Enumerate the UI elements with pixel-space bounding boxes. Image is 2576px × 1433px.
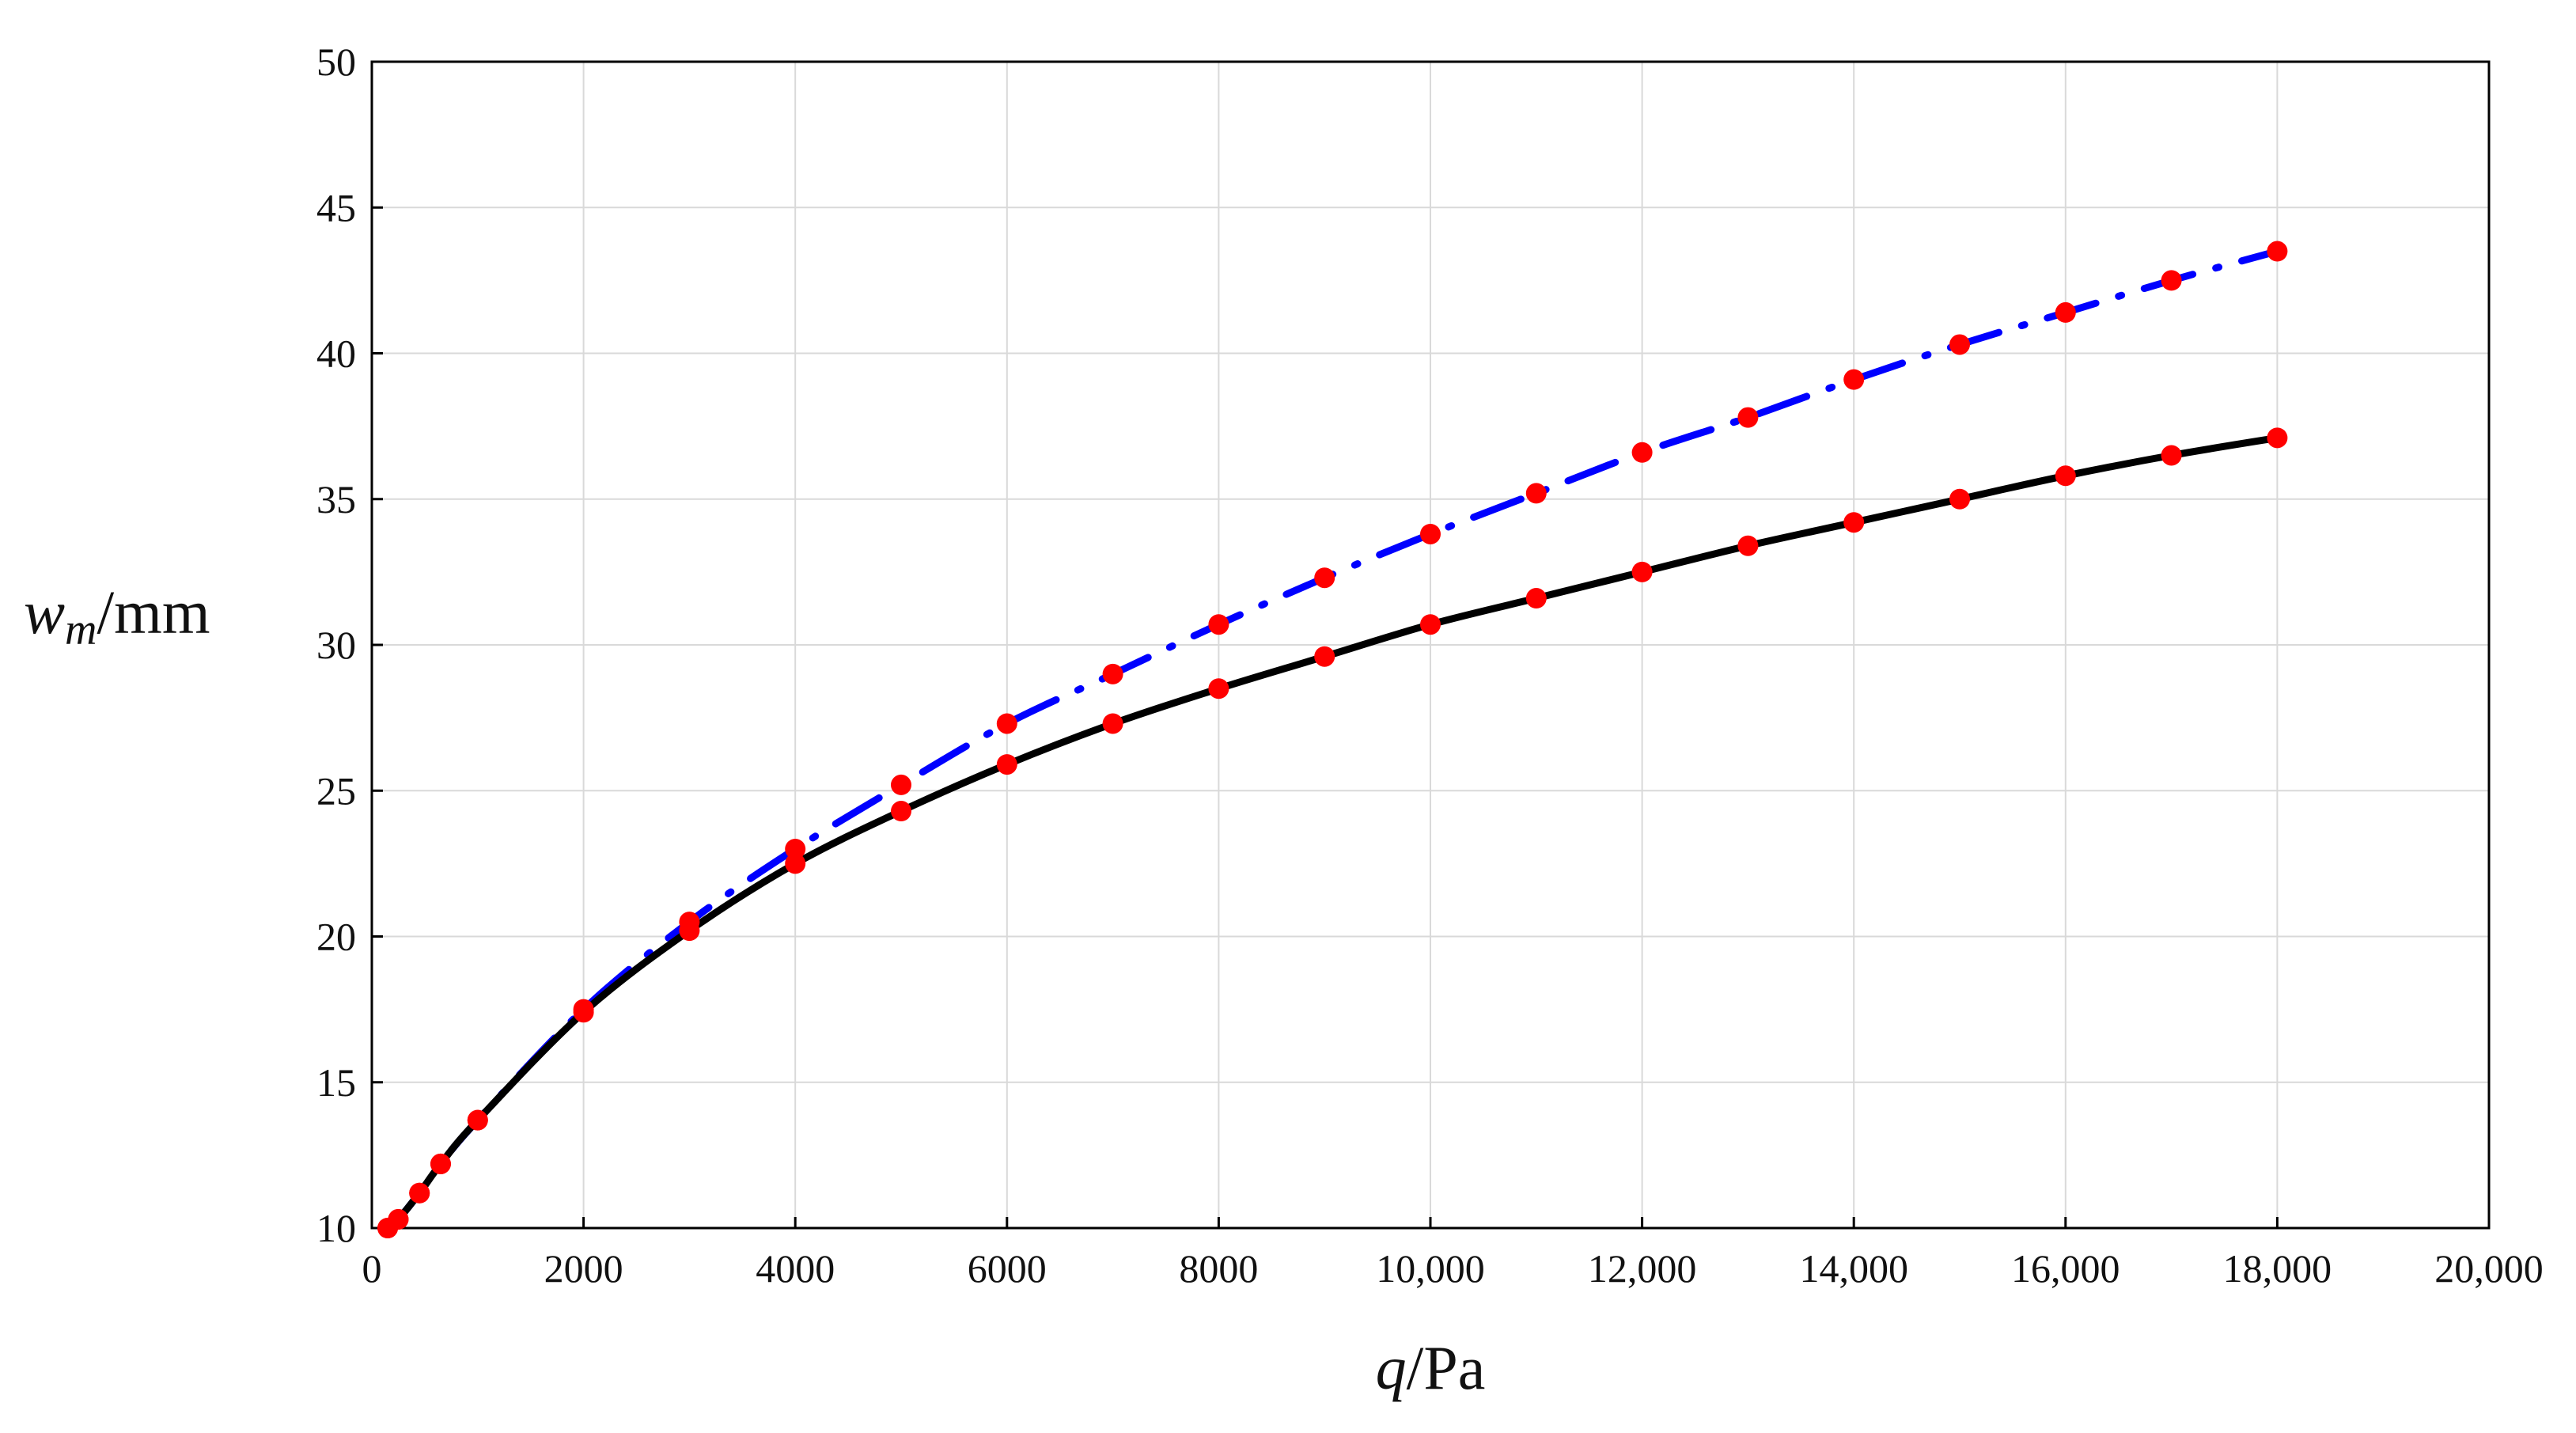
- data-point-marker: [1949, 488, 1970, 510]
- series-markers: [377, 241, 2288, 1238]
- x-tick-label: 2000: [544, 1246, 623, 1291]
- data-point-marker: [1420, 614, 1441, 635]
- data-point-marker: [2267, 241, 2288, 262]
- data-point-marker: [409, 1182, 430, 1204]
- y-axis-title: wm/mm: [24, 578, 210, 654]
- data-point-marker: [1102, 713, 1123, 734]
- x-tick-label: 4000: [756, 1246, 835, 1291]
- y-axis-unit: /mm: [97, 578, 210, 646]
- data-point-marker: [1314, 646, 1335, 667]
- data-point-marker: [1525, 483, 1547, 504]
- data-point-marker: [388, 1208, 409, 1230]
- data-point-marker: [785, 853, 806, 874]
- data-point-marker: [1843, 512, 1865, 533]
- y-tick-label: 20: [316, 915, 356, 959]
- data-point-marker: [467, 1109, 488, 1131]
- series-lines: [384, 248, 2281, 1232]
- y-axis-variable: w: [24, 578, 65, 646]
- x-axis-variable: q: [1376, 1333, 1407, 1402]
- y-axis-subscript: m: [65, 605, 97, 654]
- data-point-marker: [1631, 561, 1653, 582]
- x-tick-label: 12,000: [1588, 1246, 1697, 1291]
- x-tick-label: 6000: [968, 1246, 1047, 1291]
- y-tick-label: 25: [316, 768, 356, 813]
- data-point-marker: [996, 754, 1017, 775]
- y-tick-label: 45: [316, 185, 356, 229]
- data-point-marker: [1737, 407, 1759, 428]
- data-point-marker: [996, 713, 1017, 734]
- data-point-marker: [1102, 663, 1123, 684]
- data-point-marker: [1208, 614, 1229, 635]
- data-point-marker: [573, 999, 594, 1020]
- data-point-marker: [1525, 588, 1547, 609]
- data-point-marker: [1420, 523, 1441, 544]
- x-tick-label: 10,000: [1376, 1246, 1485, 1291]
- data-point-marker: [2055, 301, 2076, 323]
- x-axis-ticks: 0 2000 4000 6000 8000 10,000 12,000 14,000 16,00…: [362, 1217, 2544, 1291]
- data-point-marker: [1949, 334, 1970, 355]
- x-axis-unit: /Pa: [1407, 1333, 1486, 1402]
- y-tick-label: 35: [316, 477, 356, 521]
- data-point-marker: [891, 801, 911, 822]
- series-line-solid: [384, 434, 2281, 1232]
- x-axis-title: q/Pa: [1376, 1333, 1486, 1402]
- y-tick-label: 10: [316, 1206, 356, 1250]
- y-tick-label: 50: [316, 40, 356, 84]
- grid-lines: [371, 61, 2490, 1229]
- data-point-marker: [2161, 445, 2182, 466]
- y-tick-label: 15: [316, 1060, 356, 1105]
- data-point-marker: [2267, 427, 2288, 449]
- x-tick-label: 0: [362, 1246, 382, 1291]
- y-tick-label: 40: [316, 332, 356, 376]
- x-tick-label: 16,000: [2011, 1246, 2120, 1291]
- data-point-marker: [2055, 465, 2076, 487]
- x-tick-label: 8000: [1179, 1246, 1258, 1291]
- data-point-marker: [1631, 442, 1653, 463]
- x-tick-label: 14,000: [1799, 1246, 1908, 1291]
- y-axis-ticks: 10 15 20 25 30 35 40 45 50: [316, 40, 383, 1250]
- data-point-marker: [2161, 270, 2182, 291]
- data-point-marker: [1208, 678, 1229, 699]
- x-tick-label: 18,000: [2223, 1246, 2332, 1291]
- data-point-marker: [1314, 567, 1335, 589]
- data-point-marker: [1843, 369, 1865, 390]
- data-point-marker: [1737, 535, 1759, 556]
- data-point-marker: [891, 774, 911, 795]
- y-tick-label: 30: [316, 623, 356, 667]
- x-tick-label: 20,000: [2434, 1246, 2544, 1291]
- data-point-marker: [785, 838, 806, 859]
- data-point-marker: [679, 912, 700, 933]
- data-point-marker: [430, 1153, 451, 1174]
